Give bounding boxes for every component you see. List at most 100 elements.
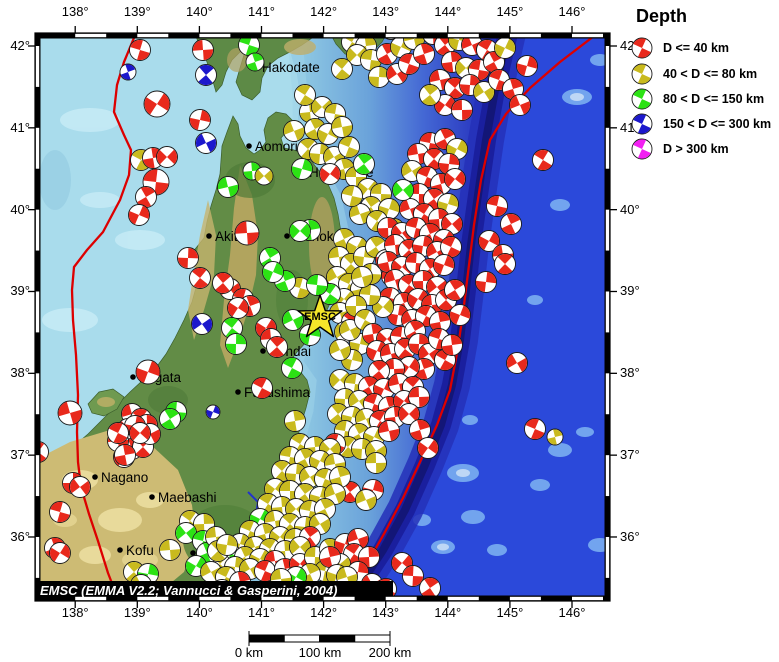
legend-item-label: D <= 40 km	[663, 41, 730, 55]
lon-label-top: 146°	[558, 4, 586, 19]
focal-mechanism-icon	[408, 386, 430, 408]
hokkaido-hills	[227, 48, 247, 72]
lat-label-left: 38°	[10, 365, 30, 381]
lon-label-top: 141°	[248, 4, 275, 19]
legend-item-3: 80 < D <= 150 km	[630, 87, 764, 111]
focal-mechanism-icon	[441, 213, 463, 235]
focal-mechanism-icon	[494, 38, 516, 59]
focal-mechanism-icon	[225, 333, 247, 355]
lon-label-bottom: 141°	[248, 605, 275, 620]
focal-mechanism-icon	[212, 272, 234, 294]
focal-mechanism-icon	[319, 163, 341, 185]
focal-mechanism-icon	[417, 437, 439, 459]
focal-mechanism-icon	[444, 168, 466, 190]
lon-label-bottom: 143°	[372, 605, 400, 620]
focal-mechanism-icon	[351, 266, 373, 288]
lon-label-top: 143°	[372, 4, 400, 19]
focal-mechanism-icon	[284, 410, 306, 432]
epicenter-star-icon	[297, 294, 343, 338]
map-frame-segments	[35, 33, 610, 601]
frame-inner-line	[39, 37, 606, 597]
focal-mechanism-icon	[216, 534, 238, 556]
focal-mechanism-icon	[283, 120, 305, 142]
city-label: Hakodate	[262, 60, 320, 75]
focal-mechanism-icon	[227, 297, 249, 319]
lat-label-left: 39°	[10, 283, 30, 299]
focal-mechanism-icon	[205, 404, 221, 420]
lon-label-top: 139°	[123, 4, 151, 19]
focal-mechanism-icon	[114, 444, 136, 466]
lon-label-top: 140°	[185, 4, 213, 19]
lon-label-top: 145°	[496, 4, 524, 19]
focal-mechanism-icon	[49, 542, 71, 564]
focal-mechanism-icon	[281, 357, 303, 379]
legend-beachball-icon	[631, 113, 653, 135]
focal-mechanism-icon	[441, 334, 463, 356]
epicenter-star-label: EMSC	[304, 311, 336, 323]
focal-mechanism-icon	[509, 94, 531, 116]
scale-label-100: 100 km	[298, 645, 342, 660]
focal-mechanism-icon	[245, 52, 265, 72]
seamounts	[413, 54, 605, 556]
focal-mechanism-icon	[40, 441, 49, 463]
lon-label-bottom: 138°	[61, 605, 89, 620]
lon-label-bottom: 142°	[310, 605, 338, 620]
plate-boundaries	[70, 38, 594, 596]
scale-bar	[248, 631, 391, 646]
focal-mechanism-icon	[331, 116, 353, 138]
lat-label-left: 40°	[10, 201, 30, 217]
focal-mechanism-icon	[368, 66, 390, 88]
city-label: Maebashi	[158, 490, 217, 505]
legend-title: Depth	[636, 6, 687, 26]
legend-beachball-icon	[631, 63, 653, 85]
focal-mechanism-icon	[353, 153, 375, 175]
focal-mechanism-icon	[338, 136, 360, 158]
focal-mechanism-icon	[217, 176, 239, 198]
legend-beachball-icon	[631, 37, 653, 59]
focal-mechanism-icon	[433, 254, 455, 276]
focal-mechanism-icon	[251, 377, 273, 399]
city-label: Kofu	[126, 543, 154, 558]
focal-mechanism-icon	[195, 132, 217, 154]
focal-mechanism-icon	[365, 452, 387, 474]
legend-item-2: 40 < D <= 80 km	[630, 62, 757, 86]
legend-beachball-icon	[631, 88, 653, 110]
focal-mechanism-icon	[478, 230, 500, 252]
focal-mechanism-icon	[500, 213, 522, 235]
focal-mechanism-icon	[546, 428, 564, 446]
focal-mechanism-icon	[475, 271, 497, 293]
lon-label-top: 142°	[310, 4, 338, 19]
focal-mechanism-icon	[532, 149, 554, 171]
sado-hills	[97, 397, 115, 407]
lon-label-bottom: 140°	[185, 605, 213, 620]
focal-mechanism-icon	[177, 247, 199, 269]
focal-mechanism-icon	[282, 309, 304, 331]
focal-mechanism-icon	[506, 352, 528, 374]
focal-mechanism-icon	[494, 253, 516, 275]
focal-mechanism-icon	[189, 267, 211, 289]
focal-mechanism-icon	[129, 39, 151, 61]
focal-mechanism-icon	[631, 138, 653, 160]
focal-mechanism-icon	[473, 81, 495, 103]
lon-label-bottom: 144°	[434, 605, 462, 620]
frame-outer-line	[34, 32, 611, 602]
city-marker-nagano: Nagano	[92, 470, 148, 485]
focal-mechanism-icon	[413, 43, 435, 65]
focal-mechanism-icon	[329, 339, 351, 361]
focal-mechanism-icon	[309, 513, 331, 535]
focal-mechanism-icon	[135, 359, 161, 385]
lat-label-left: 36°	[10, 528, 30, 544]
japan-sea-shallows	[40, 108, 165, 332]
focal-mechanism-icon	[159, 408, 181, 430]
focal-mechanism-icon	[143, 90, 171, 118]
focal-mechanism-icon	[192, 39, 214, 61]
focal-mechanism-icon	[398, 403, 420, 425]
scale-label-0: 0 km	[234, 645, 264, 660]
legend-item-label: 40 < D <= 80 km	[663, 67, 758, 81]
focal-mechanism-icon	[368, 360, 390, 382]
focal-mechanism-icon	[49, 501, 71, 523]
focal-mechanism-icon	[631, 37, 653, 59]
focal-mechanism-icon	[631, 88, 653, 110]
hokkaido-hills	[284, 39, 316, 55]
